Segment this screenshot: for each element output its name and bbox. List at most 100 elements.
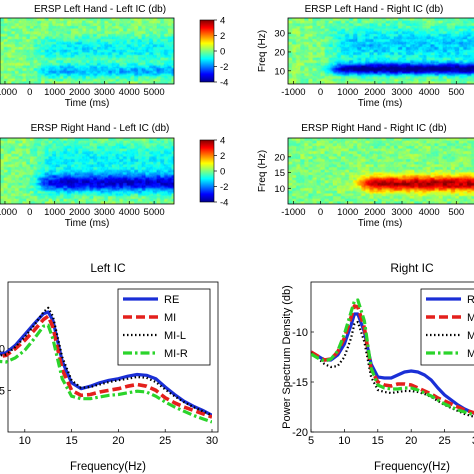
legend-label-re: RE (467, 294, 474, 306)
x-tick-label: 30 (206, 435, 218, 447)
panel1-x-ticks: -1000 0 1000 2000 3000 4000 5000 (0, 81, 165, 98)
series-re-line (0, 310, 212, 417)
x-tick-label: 1000 (44, 87, 65, 98)
x-tick-label: 0 (318, 207, 323, 218)
panel3-heatmap (0, 138, 174, 204)
ersp-panel-right-hand-left-ic: ERSP Right Hand - Left IC (db) -1000 0 100… (0, 123, 228, 229)
y-tick-label: 20 (274, 47, 285, 58)
legend-label-re: RE (164, 294, 179, 306)
x-tick-label: 2000 (364, 87, 385, 98)
colorbar-tick-label: 0 (220, 167, 225, 178)
x-tick-label: 0 (318, 87, 323, 98)
panel1-heatmap (0, 18, 174, 84)
legend-label-mi: MI (164, 312, 176, 324)
x-tick-label: 0 (27, 87, 32, 98)
x-tick-label: 1000 (337, 87, 358, 98)
x-tick-label: 1000 (337, 207, 358, 218)
series-mi-line (311, 304, 474, 415)
x-tick-label: 25 (438, 435, 450, 447)
series-mi-r-line (311, 298, 474, 417)
x-tick-label: 5000 (144, 207, 165, 218)
x-tick-label: 15 (372, 435, 384, 447)
y-tick-label: 20 (274, 152, 285, 163)
x-tick-label: 1000 (44, 207, 65, 218)
x-tick-label: 3000 (391, 87, 412, 98)
colorbar-tick-label: 0 (220, 47, 225, 58)
panel3-colorbar (199, 139, 215, 203)
x-tick-label: 2000 (69, 87, 90, 98)
panel4-heatmap (288, 138, 474, 204)
panel1-title: ERSP Left Hand - Left IC (db) (34, 4, 166, 15)
right-ic-ylabel: Power Spectrum Density (db) (281, 285, 293, 429)
y-tick-label: -15 (292, 377, 308, 389)
legend-box (117, 288, 211, 366)
panel1-colorbar (199, 19, 215, 83)
psd-left-ic-chart: Left IC 10 15 20 25 30 10 5 Frequency(Hz) RE MI… (0, 261, 219, 473)
psd-right-ic-chart: Right IC 5 10 15 20 25 30 -10 -15 -20 Frequency(… (281, 261, 474, 473)
x-tick-label: 2000 (364, 207, 385, 218)
x-tick-label: 4000 (119, 207, 140, 218)
panel4-ticks: -1000 0 1000 2000 3000 4000 500 20 15 10 (274, 152, 464, 218)
x-tick-label: 500 (448, 87, 464, 98)
panel4-xlabel: Time (ms) (358, 218, 403, 229)
right-ic-legend: RE MI MI-L MI-R (420, 288, 474, 366)
legend-label-mi-l: MI-L (164, 330, 186, 342)
ersp-panel-left-hand-right-ic: ERSP Left Hand - Right IC (db) -1000 0 100… (257, 4, 474, 109)
x-tick-label: 5 (308, 435, 314, 447)
left-ic-title: Left IC (90, 261, 126, 275)
right-ic-title: Right IC (390, 261, 434, 275)
x-tick-label: 10 (338, 435, 350, 447)
y-tick-label: 15 (274, 168, 285, 179)
x-tick-label: 20 (112, 435, 124, 447)
right-ic-xlabel: Frequency(Hz) (374, 461, 450, 473)
series-mi-line (0, 314, 212, 419)
legend-label-mi-r: MI-R (164, 348, 188, 360)
panel4-title: ERSP Right Hand - Right IC (db) (301, 123, 446, 134)
colorbar-tick-label: 4 (220, 136, 225, 147)
y-tick-label: 5 (0, 385, 5, 397)
y-tick-label: -20 (292, 427, 308, 439)
panel3-x-ticks: -1000 0 1000 2000 3000 4000 5000 (0, 201, 165, 218)
panel2-heatmap (288, 18, 474, 84)
panel4-frame (287, 137, 474, 205)
panel2-ylabel: Freq (Hz) (257, 30, 268, 72)
panel3-colorbar-ticks: 4 2 0 -2 -4 (214, 136, 228, 209)
legend-label-mi: MI (467, 312, 474, 324)
legend-label-mi-l: MI-L (467, 330, 474, 342)
legend-label-mi-r: MI-R (467, 348, 474, 360)
colorbar-tick-label: -4 (220, 198, 228, 209)
panel2-ticks: -1000 0 1000 2000 3000 4000 500 30 20 10 (274, 29, 464, 98)
right-ic-axes: 5 10 15 20 25 30 -10 -15 -20 (292, 281, 474, 447)
left-ic-series (0, 306, 212, 424)
panel2-title: ERSP Left Hand - Right IC (db) (305, 4, 444, 15)
left-ic-legend: RE MI MI-L MI-R (117, 288, 211, 366)
panel2-xlabel: Time (ms) (358, 98, 403, 109)
panel1-colorbar-ticks: 4 2 0 -2 -4 (214, 16, 228, 89)
colorbar-tick-label: -2 (220, 182, 228, 193)
left-ic-axes: 10 15 20 25 30 10 5 (0, 281, 219, 447)
x-tick-label: -1000 (281, 207, 305, 218)
panel2-frame (287, 17, 474, 85)
x-tick-label: 2000 (69, 207, 90, 218)
y-tick-label: 10 (274, 66, 285, 77)
left-ic-xlabel: Frequency(Hz) (70, 461, 146, 473)
panel4-ylabel: Freq (Hz) (257, 150, 268, 192)
y-tick-label: 10 (274, 184, 285, 195)
colorbar-tick-label: -2 (220, 62, 228, 73)
x-tick-label: -1000 (281, 87, 305, 98)
x-tick-label: 10 (19, 435, 31, 447)
x-tick-label: -1000 (0, 87, 17, 98)
x-tick-label: 4000 (419, 207, 440, 218)
y-tick-label: 10 (0, 344, 5, 356)
colorbar-tick-label: -4 (220, 78, 228, 89)
x-tick-label: 30 (472, 435, 474, 447)
x-tick-label: 4000 (119, 87, 140, 98)
x-tick-label: 3000 (94, 207, 115, 218)
plot-frame (7, 281, 219, 433)
y-tick-label: 30 (274, 29, 285, 40)
panel1-frame (0, 17, 175, 85)
x-tick-label: 4000 (419, 87, 440, 98)
x-tick-label: 25 (159, 435, 171, 447)
x-tick-label: 20 (405, 435, 417, 447)
